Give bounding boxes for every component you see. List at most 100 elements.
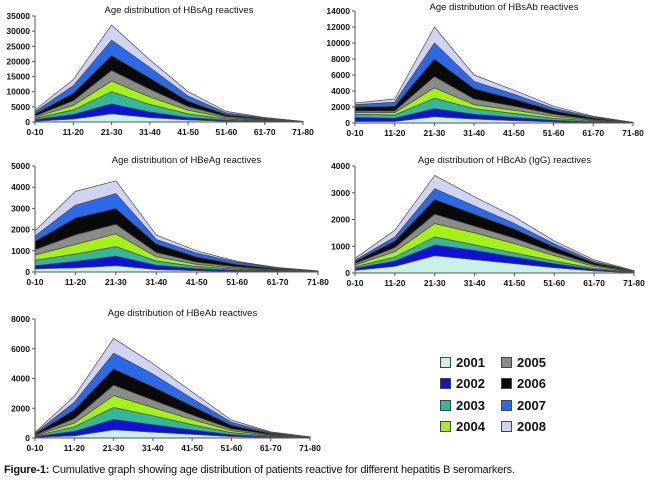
legend-item-2002: 2002 [440, 376, 485, 391]
x-tick-label: 51-60 [216, 127, 238, 137]
legend-item-2006: 2006 [501, 376, 546, 391]
y-tick-label: 20000 [6, 56, 30, 66]
x-tick-label: 41-50 [177, 127, 199, 137]
x-tick-label: 31-40 [464, 278, 486, 288]
x-tick-label: 11-20 [63, 127, 85, 137]
legend-label-2001: 2001 [456, 355, 485, 370]
legend-label-2006: 2006 [517, 376, 546, 391]
chart-hbeab: Age distribution of HBeAb reactives 0 2000… [0, 295, 325, 455]
legend-swatch-2003 [440, 400, 451, 411]
legend-item-2005: 2005 [501, 355, 546, 370]
x-tick-label: 71-80 [292, 127, 314, 137]
x-tick-label: 11-20 [64, 443, 86, 453]
x-tick-label: 0-10 [26, 127, 43, 137]
x-tick-label: 0-10 [346, 278, 363, 288]
x-tick-label: 31-40 [142, 443, 164, 453]
x-tick-label: 61-70 [254, 127, 276, 137]
y-tick-label: 5000 [11, 161, 30, 171]
y-tick-label: 4000 [11, 374, 30, 384]
chart-hbcab-svg: Age distribution of HBcAb (IgG) reactive… [331, 155, 645, 288]
x-tick-label: 41-50 [503, 128, 525, 138]
y-tick-label: 1000 [11, 246, 30, 256]
x-tick-label: 71-80 [307, 277, 329, 287]
legend-label-2005: 2005 [517, 355, 546, 370]
legend-swatch-2001 [440, 357, 451, 368]
y-tick-label: 8000 [331, 54, 350, 64]
chart-title: Age distribution of HBeAb reactives [108, 308, 258, 319]
y-tick-label: 15000 [6, 72, 30, 82]
x-tick-label: 61-70 [583, 278, 605, 288]
y-tick-label: 6000 [331, 70, 350, 80]
chart-hbsab-svg: Age distribution of HBsAb reactives 0 2000… [326, 2, 644, 138]
legend-item-2004: 2004 [440, 419, 485, 434]
x-tick-label: 61-70 [267, 277, 289, 287]
x-tick-label: 21-30 [424, 278, 446, 288]
legend-label-2008: 2008 [517, 419, 546, 434]
x-tick-label: 11-20 [65, 277, 87, 287]
x-tick-label: 71-80 [623, 278, 645, 288]
x-tick-label: 31-40 [145, 277, 167, 287]
figure-caption: Figure-1: Cumulative graph showing age d… [4, 464, 515, 476]
y-tick-label: 12000 [326, 22, 350, 32]
x-tick-label: 51-60 [543, 128, 565, 138]
y-tick-label: 25000 [6, 41, 30, 51]
x-tick-label: 41-50 [504, 278, 526, 288]
chart-hbeag-svg: Age distribution of HBeAg reactives 0 1000… [11, 155, 329, 287]
y-tick-label: 2000 [11, 225, 30, 235]
y-tick-label: 4000 [331, 86, 350, 96]
chart-title: Age distribution of HBsAg reactives [105, 5, 254, 16]
legend-swatch-2005 [501, 357, 512, 368]
x-tick-label: 0-10 [346, 128, 363, 138]
y-tick-label: 1000 [331, 241, 350, 251]
y-tick-label: 4000 [11, 182, 30, 192]
x-tick-label: 0-10 [26, 277, 43, 287]
y-tick-label: 6000 [11, 344, 30, 354]
x-tick-label: 61-70 [582, 128, 604, 138]
y-tick-label: 0 [25, 117, 30, 127]
area-series-2008 [34, 180, 319, 272]
x-tick-label: 71-80 [622, 128, 644, 138]
x-tick-label: 51-60 [226, 277, 248, 287]
legend-swatch-2007 [501, 400, 512, 411]
x-tick-label: 21-30 [424, 128, 446, 138]
legend-swatch-2004 [440, 421, 451, 432]
y-tick-label: 5000 [11, 102, 30, 112]
chart-hbsag: Age distribution of HBsAg reactives 0 5000… [0, 0, 320, 140]
x-tick-label: 51-60 [543, 278, 565, 288]
y-tick-label: 0 [345, 268, 350, 278]
chart-hbsab: Age distribution of HBsAb reactives 0 2000… [320, 0, 650, 140]
x-tick-label: 11-20 [384, 278, 406, 288]
area-series-2008 [34, 337, 311, 438]
figure-caption-label: Figure-1: [4, 464, 50, 476]
y-tick-label: 30000 [6, 26, 30, 36]
legend-label-2007: 2007 [517, 398, 546, 413]
y-tick-label: 3000 [331, 188, 350, 198]
legend-label-2003: 2003 [456, 398, 485, 413]
chart-title: Age distribution of HBeAg reactives [112, 155, 262, 166]
y-tick-label: 2000 [331, 215, 350, 225]
legend-label-2004: 2004 [456, 419, 485, 434]
chart-hbcab: Age distribution of HBcAb (IgG) reactive… [320, 150, 650, 295]
area-series-2008 [354, 175, 635, 272]
y-tick-label: 2000 [11, 403, 30, 413]
x-tick-label: 71-80 [299, 443, 321, 453]
x-tick-label: 21-30 [103, 443, 125, 453]
x-tick-label: 51-60 [221, 443, 243, 453]
legend-item-2008: 2008 [501, 419, 546, 434]
x-tick-label: 41-50 [186, 277, 208, 287]
x-tick-label: 21-30 [101, 127, 123, 137]
chart-hbeab-svg: Age distribution of HBeAb reactives 0 2000… [11, 308, 321, 453]
y-tick-label: 0 [345, 118, 350, 128]
y-tick-label: 3000 [11, 203, 30, 213]
legend-item-2007: 2007 [501, 398, 546, 413]
y-tick-label: 35000 [6, 11, 30, 21]
legend-item-2003: 2003 [440, 398, 485, 413]
chart-title: Age distribution of HBsAb reactives [430, 2, 579, 13]
legend-swatch-2002 [440, 378, 451, 389]
y-tick-label: 2000 [331, 102, 350, 112]
y-tick-label: 10000 [6, 87, 30, 97]
x-tick-label: 41-50 [181, 443, 203, 453]
y-tick-label: 4000 [331, 161, 350, 171]
x-tick-label: 31-40 [139, 127, 161, 137]
legend-swatch-2008 [501, 421, 512, 432]
